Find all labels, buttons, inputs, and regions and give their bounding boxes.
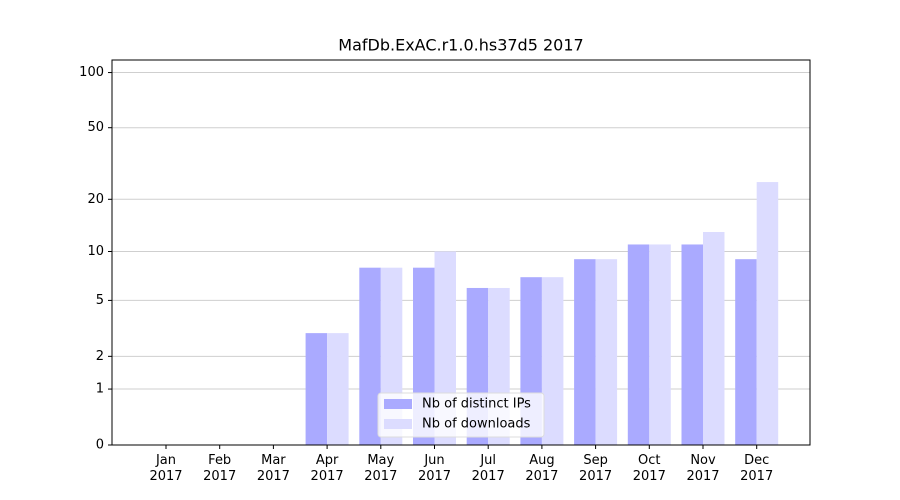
bar <box>649 244 671 445</box>
y-tick-label: 1 <box>96 382 104 397</box>
x-tick-label: Apr 2017 <box>310 453 344 484</box>
bar <box>305 333 328 445</box>
legend-label: Nb of distinct IPs <box>422 397 531 412</box>
axes-frame <box>111 59 811 446</box>
bar <box>735 259 757 445</box>
y-tick-label: 5 <box>96 293 104 308</box>
x-tick-label: May 2017 <box>364 453 398 484</box>
bar <box>359 267 381 445</box>
x-tick-label: Jan 2017 <box>149 453 183 484</box>
legend: Nb of distinct IPs Nb of downloads <box>377 392 545 438</box>
bar <box>595 259 618 445</box>
legend-box <box>377 392 545 438</box>
bar <box>327 333 349 445</box>
x-tick-label: Feb 2017 <box>203 453 237 484</box>
x-tick-label: Nov 2017 <box>686 453 720 484</box>
legend-swatch <box>384 419 412 429</box>
x-tick-label: Oct 2017 <box>632 453 666 484</box>
x-tick-label: Aug 2017 <box>525 453 559 484</box>
x-tick-label: Mar 2017 <box>256 453 290 484</box>
x-tick-label: Dec 2017 <box>740 453 774 484</box>
bar <box>627 244 650 445</box>
x-tick-label: Sep 2017 <box>579 453 613 484</box>
chart-title: MafDb.ExAC.r1.0.hs37d5 2017 <box>338 36 583 55</box>
legend-label: Nb of downloads <box>422 417 531 432</box>
y-tick-label: 20 <box>87 192 104 207</box>
legend-swatch <box>384 399 412 409</box>
bar <box>541 277 564 445</box>
x-tick-label: Jul 2017 <box>471 453 505 484</box>
y-tick-label: 2 <box>96 349 104 364</box>
bar <box>703 232 725 445</box>
bar <box>756 182 779 445</box>
y-tick-label: 0 <box>96 438 104 453</box>
bar <box>574 259 596 445</box>
y-tick-label: 50 <box>87 120 104 135</box>
y-tick-label: 10 <box>87 244 104 259</box>
bar <box>681 244 703 445</box>
x-tick-label: Jun 2017 <box>417 453 452 484</box>
y-tick-label: 100 <box>79 65 104 80</box>
